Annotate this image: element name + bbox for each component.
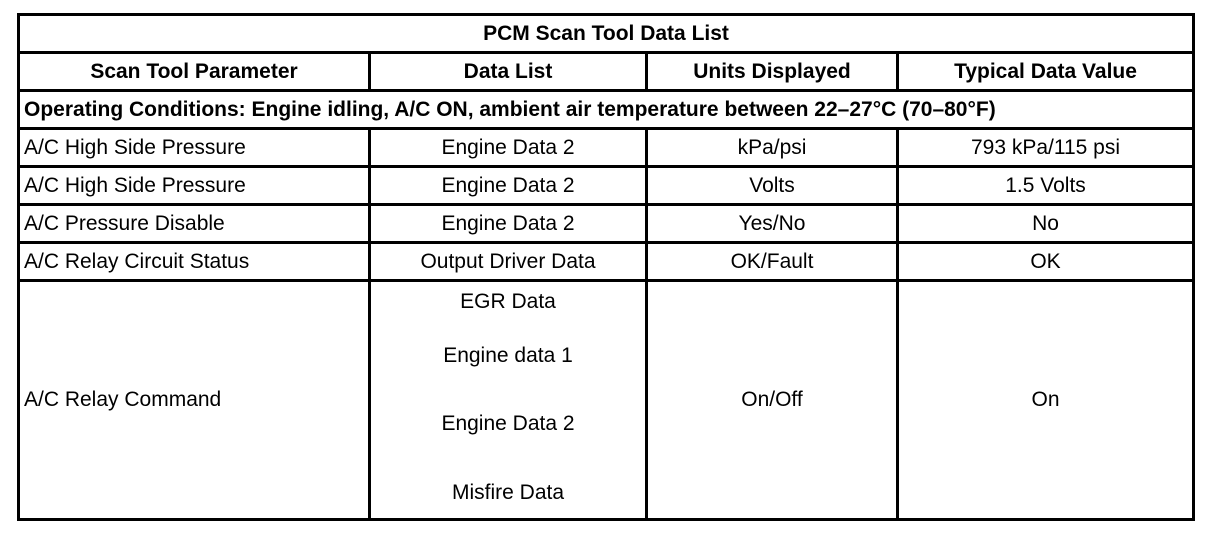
cell-parameter: A/C Pressure Disable <box>17 203 371 244</box>
table-row: A/C Relay Command EGR Data Engine data 1… <box>17 279 1195 521</box>
cell-parameter: A/C Relay Circuit Status <box>17 241 371 282</box>
operating-conditions-row: Operating Conditions: Engine idling, A/C… <box>17 89 1195 130</box>
data-list-item: Misfire Data <box>451 481 565 504</box>
header-data-list: Data List <box>368 51 648 92</box>
cell-data-list: Output Driver Data <box>368 241 648 282</box>
table-row: A/C Relay Circuit Status Output Driver D… <box>17 241 1195 282</box>
cell-parameter: A/C High Side Pressure <box>17 165 371 206</box>
cell-units: Volts <box>645 165 899 206</box>
cell-typical: On <box>896 279 1195 521</box>
cell-typical: No <box>896 203 1195 244</box>
header-units: Units Displayed <box>645 51 899 92</box>
cell-typical: 1.5 Volts <box>896 165 1195 206</box>
cell-parameter: A/C Relay Command <box>17 279 371 521</box>
cell-units: On/Off <box>645 279 899 521</box>
table-row: A/C High Side Pressure Engine Data 2 kPa… <box>17 127 1195 168</box>
table-row: A/C Pressure Disable Engine Data 2 Yes/N… <box>17 203 1195 244</box>
cell-typical: 793 kPa/115 psi <box>896 127 1195 168</box>
cell-data-list: Engine Data 2 <box>368 127 648 168</box>
header-row: Scan Tool Parameter Data List Units Disp… <box>17 51 1195 92</box>
table-title-row: PCM Scan Tool Data List <box>17 13 1195 54</box>
header-typical: Typical Data Value <box>896 51 1195 92</box>
cell-data-list: EGR Data Engine data 1 Engine Data 2 Mis… <box>368 279 648 521</box>
table-row: A/C High Side Pressure Engine Data 2 Vol… <box>17 165 1195 206</box>
cell-units: OK/Fault <box>645 241 899 282</box>
cell-parameter: A/C High Side Pressure <box>17 127 371 168</box>
cell-typical: OK <box>896 241 1195 282</box>
data-list-item: EGR Data <box>460 290 556 313</box>
data-list-item: Engine Data 2 <box>441 412 575 435</box>
cell-units: kPa/psi <box>645 127 899 168</box>
header-parameter: Scan Tool Parameter <box>17 51 371 92</box>
cell-units: Yes/No <box>645 203 899 244</box>
operating-conditions: Operating Conditions: Engine idling, A/C… <box>17 89 1195 130</box>
data-list-item: Engine data 1 <box>443 344 573 367</box>
cell-data-list: Engine Data 2 <box>368 203 648 244</box>
table-title: PCM Scan Tool Data List <box>17 13 1195 54</box>
cell-data-list: Engine Data 2 <box>368 165 648 206</box>
pcm-scan-tool-data-table: PCM Scan Tool Data List Scan Tool Parame… <box>17 13 1195 521</box>
